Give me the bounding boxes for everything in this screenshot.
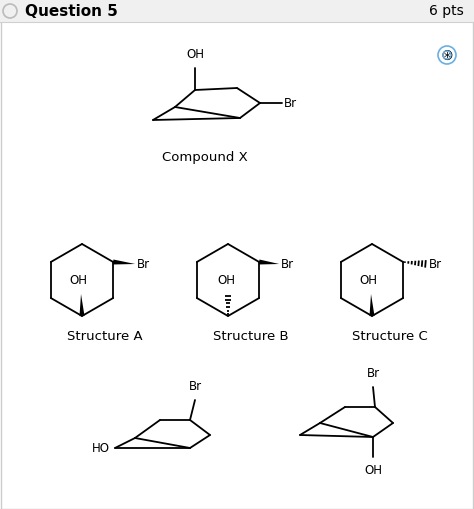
Text: Br: Br	[366, 367, 380, 380]
Polygon shape	[113, 260, 135, 265]
Text: ⊛: ⊛	[441, 47, 453, 63]
FancyBboxPatch shape	[0, 0, 474, 22]
Text: Question 5: Question 5	[25, 4, 118, 18]
Polygon shape	[370, 294, 374, 316]
Text: Br: Br	[429, 258, 442, 270]
Text: Br: Br	[189, 380, 201, 393]
Polygon shape	[259, 260, 279, 265]
Text: HO: HO	[92, 441, 110, 455]
Polygon shape	[80, 294, 84, 316]
Text: OH: OH	[69, 274, 87, 287]
Text: 6 pts: 6 pts	[429, 4, 464, 18]
Text: Structure A: Structure A	[67, 329, 143, 343]
Text: OH: OH	[217, 274, 235, 287]
Text: Br: Br	[137, 258, 150, 270]
Text: OH: OH	[186, 48, 204, 61]
Text: OH: OH	[364, 464, 382, 477]
Text: Compound X: Compound X	[162, 152, 248, 164]
Text: Structure C: Structure C	[352, 329, 428, 343]
Text: Br: Br	[281, 258, 294, 270]
Text: Structure B: Structure B	[213, 329, 289, 343]
Text: OH: OH	[359, 274, 377, 287]
Text: Br: Br	[284, 97, 297, 109]
